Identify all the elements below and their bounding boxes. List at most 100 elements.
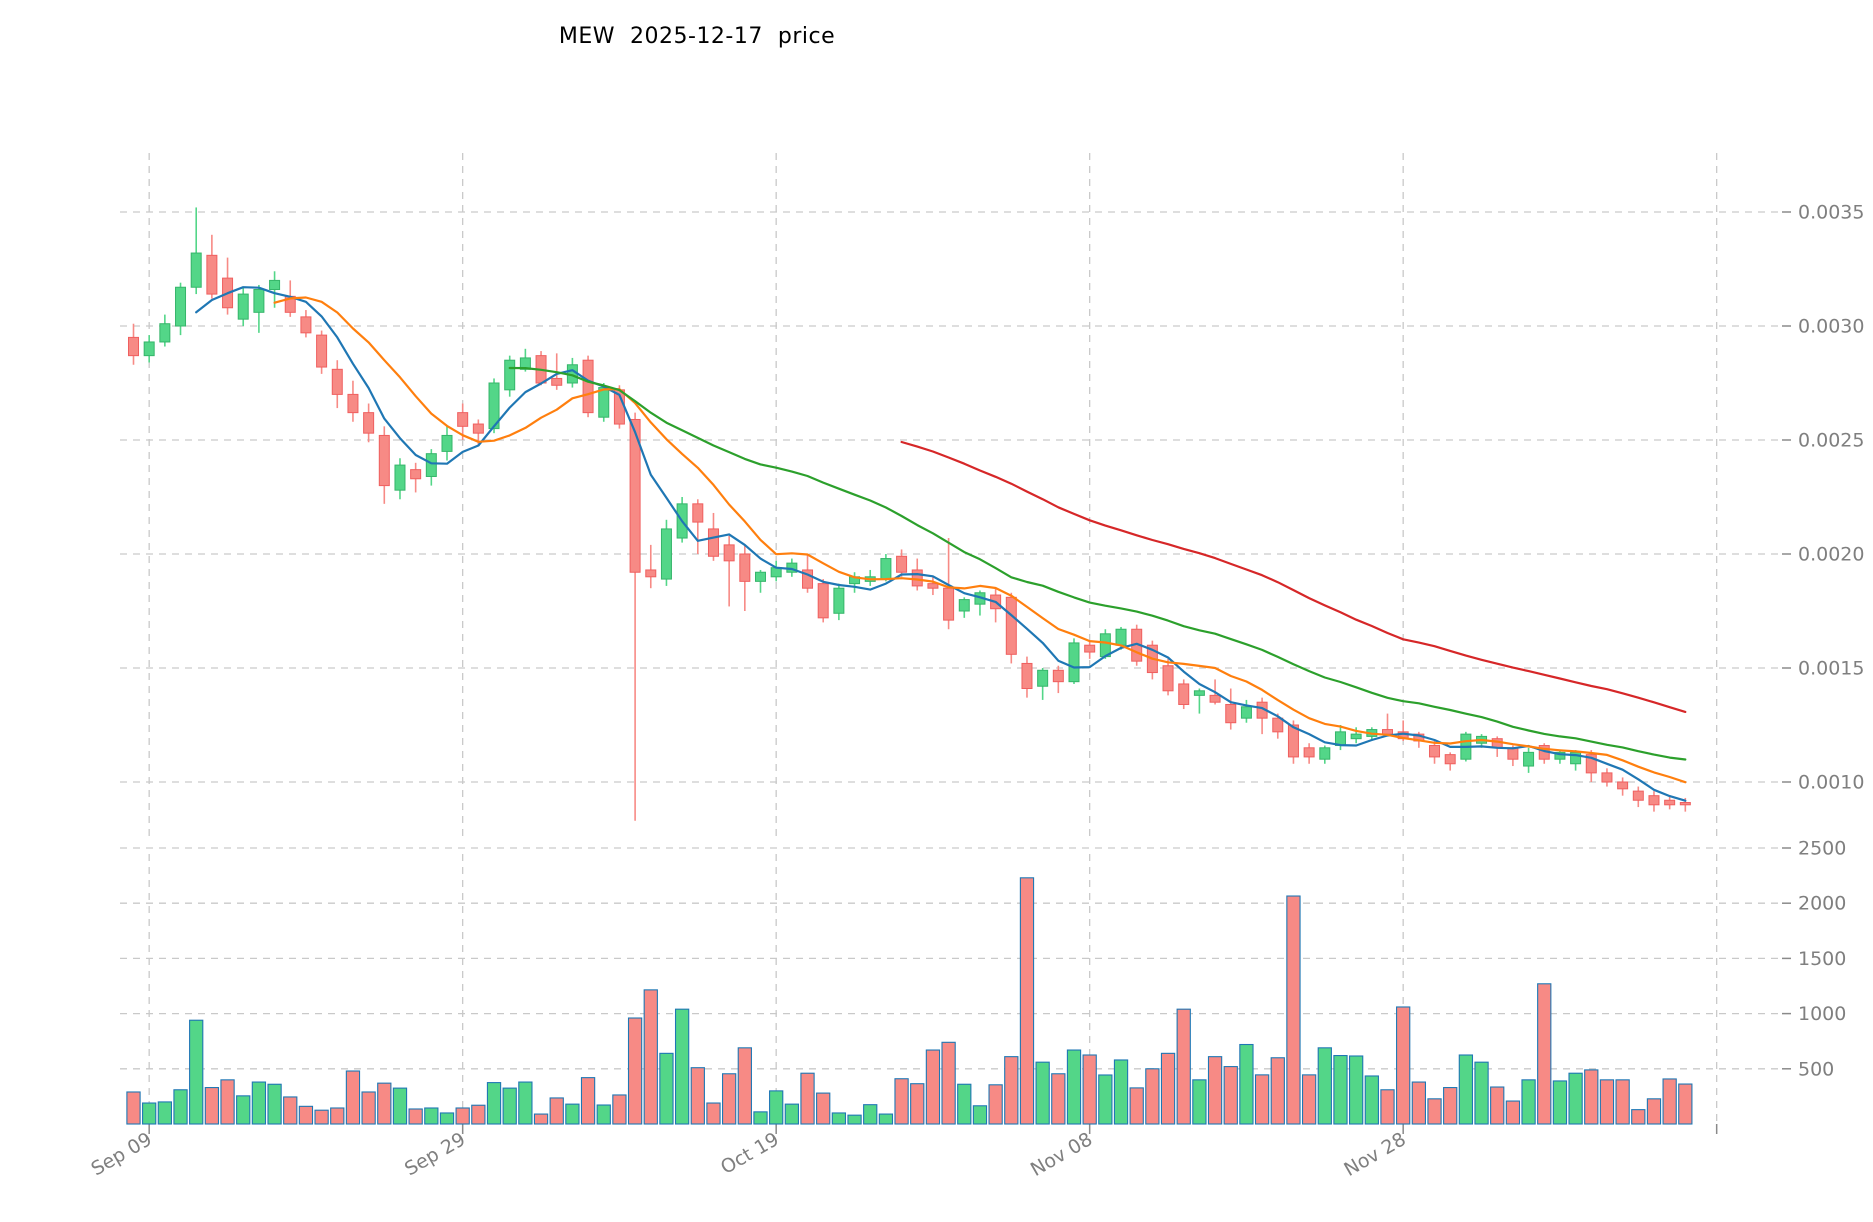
candle-body	[1272, 717, 1284, 733]
volume-bar	[1176, 1008, 1191, 1125]
candle-body	[206, 254, 218, 295]
candle-body	[1585, 754, 1597, 774]
volume-bar	[1098, 1074, 1113, 1125]
candle-body	[316, 334, 328, 368]
volume-bar	[1411, 1081, 1426, 1125]
candle-body	[504, 359, 516, 391]
volume-bar	[1349, 1055, 1364, 1125]
volume-bar	[706, 1102, 721, 1125]
volume-bar	[1004, 1056, 1019, 1125]
candle-body	[943, 587, 955, 621]
candle-body	[927, 583, 939, 589]
volume-bar	[345, 1070, 361, 1125]
candle-body	[1005, 596, 1017, 655]
x-tick-label: Nov 08	[1027, 1128, 1096, 1181]
volume-bar	[1396, 1006, 1411, 1125]
volume-bar	[1568, 1072, 1583, 1125]
candle-body	[1287, 724, 1299, 758]
candle-body	[1052, 669, 1064, 683]
ma-line-mav10	[273, 296, 1687, 784]
volume-tick-label: 1000	[1798, 1003, 1846, 1025]
volume-bar	[283, 1096, 298, 1125]
candle-body	[833, 587, 845, 614]
tick-labels: 0.0035 0.0030 0.0025 0.0020 0.0015 0.0010 2500…	[87, 202, 1864, 1181]
candle-body	[331, 368, 343, 395]
volume-bar	[753, 1111, 768, 1125]
candle-body	[1193, 690, 1205, 696]
candle-body	[378, 434, 390, 487]
candle-body	[1115, 628, 1127, 646]
volume-bar	[471, 1104, 486, 1125]
volume-bar	[1301, 1074, 1317, 1125]
volume-bar	[580, 1077, 596, 1125]
volume-bar	[643, 989, 658, 1125]
candle-body	[1240, 706, 1252, 719]
volume-bar	[1160, 1052, 1176, 1125]
volume-bar	[988, 1084, 1003, 1125]
candle-body	[1554, 751, 1566, 760]
price-tick-label: 0.0025	[1798, 430, 1864, 452]
axis-ticks	[148, 211, 1791, 1134]
candle-body	[175, 286, 187, 327]
volume-bar	[784, 1103, 799, 1125]
candle-body	[1037, 669, 1049, 687]
candlestick-figure: MEW 2025-12-17 price 0.0035 0.0030 0.0025 0…	[40, 16, 1873, 1218]
volume-bar	[894, 1078, 909, 1125]
price-tick-label: 0.0030	[1798, 316, 1864, 338]
volume-bar	[769, 1090, 784, 1125]
volume-bar	[1490, 1086, 1505, 1125]
price-tick-label: 0.0015	[1798, 658, 1864, 680]
candle-body	[1679, 802, 1691, 806]
volume-bar	[1443, 1087, 1458, 1125]
volume-bar	[612, 1094, 627, 1125]
volume-bar	[1427, 1098, 1442, 1125]
volume-bar	[721, 1073, 737, 1125]
volume-bar	[1646, 1098, 1662, 1125]
volume-bar	[878, 1113, 894, 1125]
candle-body	[880, 558, 892, 580]
candle-body	[629, 418, 641, 573]
volume-bar	[439, 1112, 455, 1125]
candle-body	[1084, 644, 1096, 653]
volume-bar	[1584, 1069, 1599, 1125]
x-tick-label: Sep 09	[87, 1128, 155, 1180]
volume-bar	[251, 1081, 267, 1125]
candle-body	[1664, 799, 1676, 806]
volume-bar	[1552, 1080, 1568, 1125]
volume-bar	[220, 1079, 235, 1125]
volume-bar	[1458, 1054, 1474, 1125]
candle-body	[598, 387, 610, 418]
volume-bar	[1239, 1043, 1254, 1125]
candle-body	[958, 599, 970, 612]
volume-bar	[1474, 1061, 1489, 1125]
volume-bar	[1505, 1100, 1521, 1125]
volume-bar	[925, 1049, 941, 1125]
volume-bar	[596, 1104, 611, 1125]
volume-bar	[1615, 1079, 1630, 1125]
candle-body	[128, 336, 139, 357]
volume-bar	[377, 1082, 392, 1125]
volume-bar	[957, 1083, 972, 1125]
volume-bar	[424, 1107, 439, 1125]
volume-bar	[298, 1105, 314, 1125]
x-tick-label: Nov 28	[1340, 1128, 1409, 1181]
volume-bar	[659, 1052, 674, 1125]
candle-body	[269, 279, 281, 291]
candle-body	[363, 412, 375, 434]
volume-tick-label: 500	[1798, 1058, 1834, 1080]
candle-body	[1507, 747, 1519, 760]
volume-bar	[1521, 1079, 1536, 1125]
volume-bar	[204, 1087, 220, 1125]
candle-body	[1021, 662, 1033, 690]
candle-body	[143, 341, 155, 357]
volume-bar	[1662, 1078, 1677, 1125]
candle-body	[723, 544, 735, 562]
volume-tick-label: 2000	[1798, 893, 1846, 915]
price-tick-label: 0.0035	[1798, 202, 1864, 224]
volume-bar	[847, 1114, 862, 1125]
candle-body	[190, 252, 202, 288]
volume-bar	[1270, 1057, 1285, 1125]
volume-bars	[126, 877, 1693, 1125]
volume-bar	[142, 1102, 157, 1125]
volume-bar	[392, 1087, 408, 1125]
